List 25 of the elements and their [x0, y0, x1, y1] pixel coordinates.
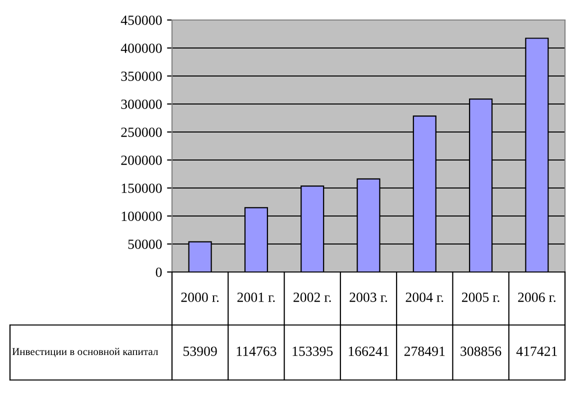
y-tick-label: 350000: [121, 72, 162, 81]
y-tick-label: 150000: [122, 184, 162, 193]
text: Инвестиции в основной капитал: [12, 348, 158, 358]
y-tick-label: 450000: [120, 16, 162, 25]
x-tick-label: 2002 г.: [294, 292, 331, 302]
data-label: 153395: [292, 346, 333, 356]
y-tick-label: 200000: [121, 156, 162, 165]
x-tick-label: 2001 г.: [237, 292, 275, 302]
y-tick-label: 250000: [121, 128, 162, 137]
x-tick-label: 2000 г.: [181, 292, 219, 302]
data-label: 308856: [460, 346, 502, 356]
y-tick-label: 100000: [122, 212, 162, 221]
data-label: 53909: [184, 346, 217, 356]
data-label: 278491: [404, 346, 445, 356]
data-label: 166241: [348, 346, 388, 356]
data-label: 114763: [236, 346, 276, 356]
x-tick-label: 2003 г.: [350, 292, 388, 302]
y-tick-label: 0: [156, 268, 162, 277]
y-tick-label: 300000: [121, 100, 162, 109]
y-tick-label: 400000: [120, 44, 162, 53]
data-label: 417421: [516, 346, 557, 356]
x-tick-label: 2004 г.: [406, 292, 444, 302]
y-tick-label: 50000: [128, 240, 162, 249]
x-tick-label: 2006 г.: [518, 292, 556, 302]
x-tick-label: 2005 г.: [462, 292, 500, 302]
